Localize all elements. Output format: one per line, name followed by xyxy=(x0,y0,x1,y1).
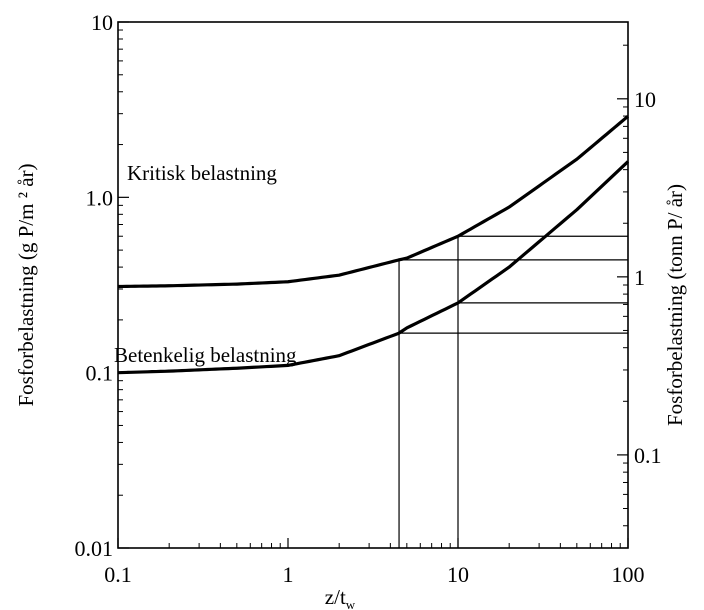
y2-tick-label-2: 10 xyxy=(634,87,656,112)
y-tick-label-2: 1.0 xyxy=(86,185,114,210)
axis-ticks xyxy=(117,21,629,549)
x-tick-label-0: 0.1 xyxy=(104,562,132,587)
annotation-betenkelig-belastning: Betenkelig belastning xyxy=(114,343,297,367)
y-tick-label-1: 0.1 xyxy=(86,361,114,386)
x-tick-label-2: 10 xyxy=(447,562,469,587)
y2-tick-label-1: 1 xyxy=(634,265,645,290)
reference-lines xyxy=(398,235,628,548)
x-tick-label-3: 100 xyxy=(612,562,645,587)
y-tick-label-0: 0.01 xyxy=(75,536,114,561)
y2-tick-label-0: 0.1 xyxy=(634,443,662,468)
series-line-1 xyxy=(117,160,630,375)
y-axis-title: Fosforbelastning (g P/m ² år) xyxy=(14,163,38,406)
x-tick-label-1: 1 xyxy=(283,562,294,587)
series-line-0 xyxy=(117,115,630,289)
y-tick-label-3: 10 xyxy=(91,10,113,35)
y2-axis-title: Fosforbelastning (tonn P/ år) xyxy=(663,184,687,426)
annotation-kritisk-belastning: Kritisk belastning xyxy=(127,161,277,185)
x-axis-title-subscript: w xyxy=(346,597,356,610)
series-lines xyxy=(117,115,630,375)
x-axis-title: z/tw xyxy=(325,585,356,610)
x-axis-title-main: z/t xyxy=(325,585,346,609)
